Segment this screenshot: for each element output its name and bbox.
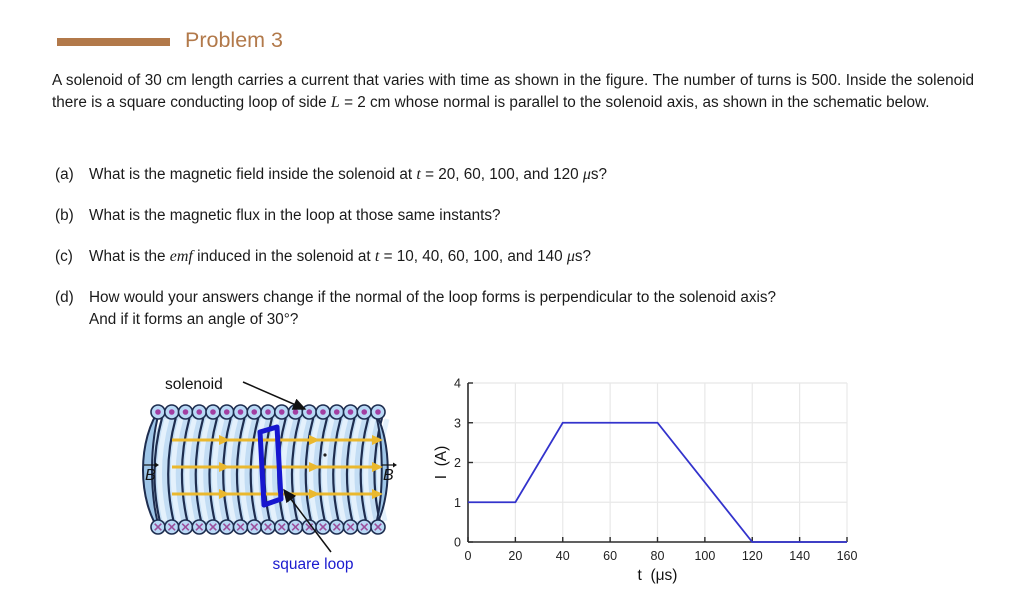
question-text: What is the emf induced in the solenoid … <box>89 248 592 265</box>
svg-text:40: 40 <box>556 549 570 563</box>
svg-text:160: 160 <box>837 549 858 563</box>
svg-text:3: 3 <box>454 416 461 430</box>
axis-point-dot <box>323 453 327 457</box>
solenoid-label: solenoid <box>165 376 223 393</box>
question-item-b: (b) What is the magnetic flux in the loop… <box>55 205 993 227</box>
solenoid-windings <box>153 417 390 523</box>
y-axis-label: I (A) <box>433 446 450 480</box>
b-field-arrows <box>172 435 383 499</box>
page-title: Problem 3 <box>185 28 283 52</box>
question-item-c: (c) What is the emf induced in the soleno… <box>55 246 993 268</box>
title-accent-bar <box>57 38 170 46</box>
question-label: (b) <box>55 207 74 224</box>
svg-text:80: 80 <box>651 549 665 563</box>
svg-text:4: 4 <box>454 377 461 391</box>
svg-text:120: 120 <box>742 549 763 563</box>
svg-text:2: 2 <box>454 456 461 470</box>
svg-text:1: 1 <box>454 496 461 510</box>
svg-text:0: 0 <box>465 549 472 563</box>
question-item-d: (d) How would your answers change if the … <box>55 287 993 331</box>
chart-grid <box>468 382 848 542</box>
question-label: (a) <box>55 166 74 183</box>
svg-text:140: 140 <box>789 549 810 563</box>
question-text: What is the magnetic field inside the so… <box>89 166 608 183</box>
b-label-right: B <box>382 462 397 484</box>
chart-tick-labels: 0 20 40 60 80 100 120 140 160 0 1 2 3 4 <box>454 377 857 564</box>
current-line-series <box>468 421 847 543</box>
current-vs-time-chart: 0 20 40 60 80 100 120 140 160 0 1 2 3 4 t (μs) I (A) <box>433 377 857 585</box>
svg-text:B: B <box>383 467 394 484</box>
solenoid-pointer-arrow <box>242 381 307 410</box>
svg-text:0: 0 <box>454 536 461 550</box>
question-label: (c) <box>55 248 73 265</box>
question-list: (a) What is the magnetic field inside the… <box>55 164 993 350</box>
svg-text:20: 20 <box>508 549 522 563</box>
square-loop-label: square loop <box>272 556 353 573</box>
question-text: How would your answers change if the nor… <box>89 289 777 328</box>
x-axis-label: t (μs) <box>638 567 678 584</box>
svg-text:B: B <box>145 467 156 484</box>
problem-intro: A solenoid of 30 cm length carries a cur… <box>52 72 974 111</box>
question-label: (d) <box>55 289 74 306</box>
square-loop <box>257 424 284 508</box>
b-label-left: B <box>144 462 159 484</box>
square-loop-pointer-arrow <box>283 488 332 553</box>
svg-text:100: 100 <box>694 549 715 563</box>
question-text: What is the magnetic flux in the loop at… <box>89 207 501 224</box>
question-item-a: (a) What is the magnetic field inside the… <box>55 164 993 186</box>
svg-text:60: 60 <box>603 549 617 563</box>
